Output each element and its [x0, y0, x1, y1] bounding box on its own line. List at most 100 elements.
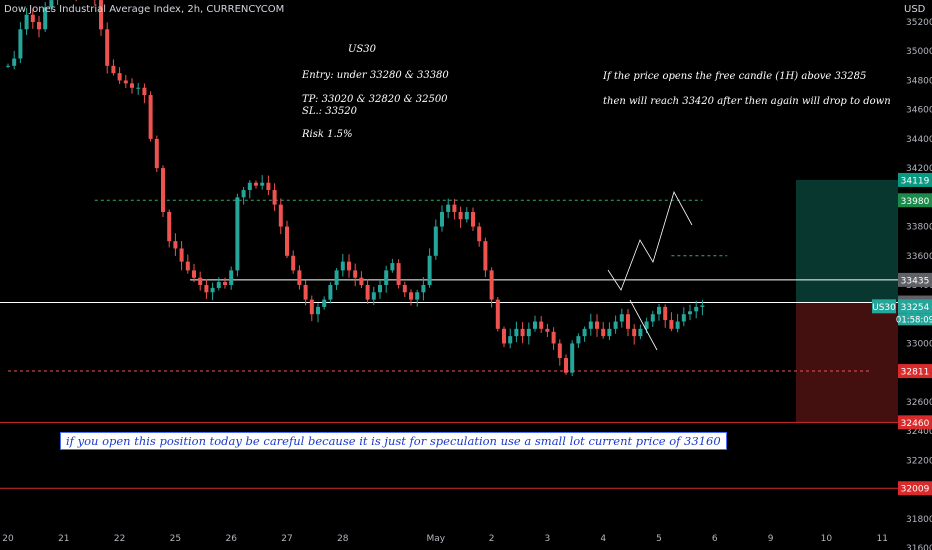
note-tp: TP: 33020 & 32820 & 32500: [302, 94, 448, 105]
candle-body: [421, 285, 426, 293]
price-level-label: 33435: [898, 272, 932, 287]
candle-body: [390, 263, 395, 271]
candle-body: [309, 299, 314, 315]
candle-body: [130, 83, 134, 88]
currency-label: USD: [904, 4, 926, 15]
candle-body: [216, 282, 221, 288]
candle-body: [440, 211, 444, 227]
candle-body: [322, 299, 327, 307]
price-level-label-bg: [898, 415, 932, 430]
candle-body: [644, 321, 649, 329]
price-level-label-text: 33980: [901, 197, 930, 207]
candle-body: [37, 22, 41, 30]
candle-body: [657, 306, 661, 315]
warning-note: if you open this position today be caref…: [60, 432, 727, 450]
x-tick-label: 2: [489, 534, 495, 544]
x-tick-label: 28: [337, 534, 349, 544]
candle-body: [316, 306, 320, 315]
candle-body: [204, 285, 209, 293]
candle-body: [266, 182, 271, 191]
symbol-tag: US30: [872, 303, 896, 313]
note-risk: Risk 1.5%: [302, 129, 353, 140]
candle-body: [576, 336, 581, 344]
y-tick-label: 31800: [906, 515, 932, 525]
price-level-label-bg: [898, 481, 932, 496]
candle-body: [167, 211, 172, 242]
candle-body: [452, 204, 457, 212]
x-tick-label: 27: [281, 534, 292, 544]
candle-body: [402, 285, 407, 293]
candle-body: [173, 241, 178, 249]
candle-body: [700, 305, 705, 307]
candle-body: [291, 255, 296, 271]
countdown-bg: [898, 313, 932, 326]
y-tick-label: 34600: [906, 106, 932, 116]
price-level-label-text: 33435: [901, 276, 930, 286]
candle-body: [43, 7, 48, 30]
candle-body: [30, 14, 35, 22]
price-level-label-bg: [898, 299, 932, 314]
candle-body: [415, 292, 420, 300]
candle-body: [588, 321, 593, 329]
candle-body: [650, 314, 655, 322]
price-level-label: 34119: [898, 172, 932, 187]
candle-body: [334, 270, 339, 285]
candle-body: [378, 285, 382, 293]
candle-body: [223, 282, 227, 285]
candle-body: [241, 190, 246, 198]
candle-body: [694, 306, 699, 312]
candle-body: [12, 58, 17, 66]
candle-body: [254, 182, 258, 186]
x-tick-label: May: [426, 534, 445, 544]
symbol-tag-bg: [872, 299, 896, 314]
chart-title: Dow Jones Industrial Average Index, 2h, …: [4, 4, 285, 15]
candle-body: [595, 321, 599, 329]
candle-body: [688, 311, 692, 315]
y-tick-label: 35200: [906, 18, 932, 28]
candle-body: [303, 285, 308, 300]
candle-body: [111, 65, 116, 74]
x-tick-label: 10: [821, 534, 833, 544]
x-tick-label: 6: [712, 534, 718, 544]
price-level-label-text: 34119: [901, 176, 930, 186]
candle-body: [545, 328, 550, 332]
x-tick-label: 22: [114, 534, 125, 544]
candle-body: [638, 328, 643, 337]
y-tick-label: 32400: [906, 427, 932, 437]
candle-body: [681, 314, 686, 322]
candle-body: [192, 270, 196, 278]
price-level-label-text: 32009: [901, 485, 930, 495]
price-level-label: 33980: [898, 193, 932, 208]
candle-body: [632, 328, 637, 337]
x-tick-label: 3: [545, 534, 551, 544]
candle-body: [117, 73, 122, 81]
candle-body: [477, 226, 482, 242]
candle-body: [198, 277, 203, 285]
candle-body: [247, 182, 252, 191]
note-scenario-1: If the price opens the free candle (1H) …: [603, 71, 867, 82]
candle-body: [675, 321, 680, 329]
candle-body: [564, 358, 568, 373]
candle-body: [285, 226, 289, 256]
candle-body: [427, 255, 432, 285]
candle-body: [551, 331, 556, 344]
candle-body: [328, 285, 333, 300]
candle-body: [272, 190, 277, 205]
candle-body: [49, 0, 54, 8]
candle-body: [396, 263, 401, 285]
candle-body: [142, 87, 147, 96]
candle-body: [669, 320, 674, 329]
projection-path: [607, 190, 693, 291]
x-tick-label: 25: [170, 534, 181, 544]
candle-body: [607, 328, 612, 337]
candle-body: [154, 138, 159, 169]
candle-body: [409, 292, 413, 300]
candle-body: [613, 321, 618, 329]
candle-body: [489, 270, 494, 300]
price-level-label-text: 32811: [901, 368, 930, 378]
candle-body: [508, 336, 513, 344]
candle-body: [570, 343, 575, 373]
y-tick-label: 32200: [906, 456, 932, 466]
countdown-label: 01:58:09: [896, 315, 932, 325]
